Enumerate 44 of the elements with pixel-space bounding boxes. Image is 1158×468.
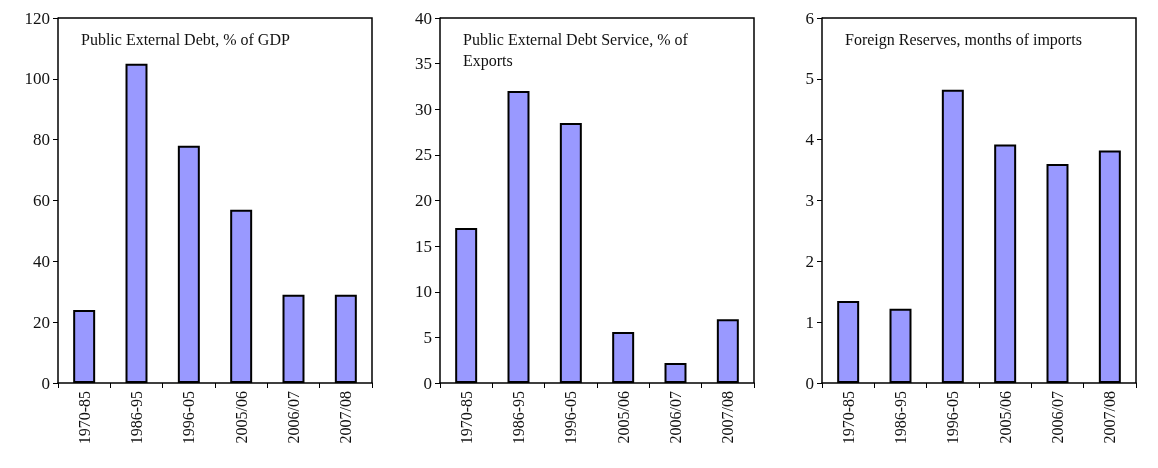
x-tick-label: 1970-85 — [839, 391, 857, 445]
x-tick-label: 2005/06 — [996, 391, 1014, 444]
text: Public External Debt, % of GDP — [81, 31, 290, 48]
text: Foreign Reserves, months of imports — [845, 31, 1082, 49]
x-tick-label: 1996-05 — [180, 391, 198, 445]
x-tick-label: 2007/08 — [337, 391, 355, 444]
y-tick-label: 6 — [805, 8, 814, 28]
y-tick-label: 40 — [415, 8, 432, 28]
x-tick-label: 2006/07 — [285, 391, 302, 444]
y-tick-label: 0 — [805, 373, 814, 393]
y-tick-label: 1 — [805, 312, 814, 332]
x-tick-label: 2006/07 — [1049, 391, 1066, 444]
x-tick-label: 1970-85 — [457, 391, 475, 445]
y-tick-label: 20 — [415, 191, 432, 210]
y-tick-label: 80 — [33, 130, 50, 150]
x-tick-label: 1996-05 — [944, 391, 962, 445]
y-tick-label: 35 — [415, 54, 432, 74]
y-tick-label: 3 — [805, 191, 814, 210]
y-tick-label: 25 — [415, 145, 432, 165]
text: Public External Debt Service, % of Exports — [463, 31, 692, 70]
x-tick-label: 1996-05 — [562, 391, 580, 445]
y-tick-label: 30 — [415, 99, 432, 119]
x-tick-label: 1986-95 — [510, 391, 527, 445]
x-tick-label: 2005/06 — [232, 391, 250, 444]
y-tick-label: 5 — [805, 69, 814, 89]
x-tick-label: 2006/07 — [667, 391, 684, 444]
y-tick-label: 120 — [24, 8, 50, 28]
y-tick-label: 15 — [415, 236, 432, 256]
x-tick-label: 1970-85 — [75, 391, 93, 445]
y-tick-label: 2 — [805, 251, 814, 271]
x-tick-label: 2007/08 — [1101, 391, 1119, 444]
y-tick-label: 100 — [24, 69, 50, 89]
y-tick-label: 60 — [33, 191, 50, 210]
y-tick-label: 40 — [33, 251, 50, 271]
x-tick-label: 1986-95 — [128, 391, 145, 445]
y-tick-label: 10 — [415, 282, 432, 302]
y-tick-label: 4 — [805, 130, 815, 150]
y-tick-label: 20 — [33, 312, 50, 332]
x-tick-label: 2005/06 — [614, 391, 632, 444]
y-tick-label: 0 — [423, 373, 432, 393]
x-tick-label: 2007/08 — [719, 391, 737, 444]
y-tick-label: 5 — [423, 327, 432, 347]
y-tick-label: 0 — [41, 373, 50, 393]
x-tick-label: 1986-95 — [892, 391, 909, 445]
